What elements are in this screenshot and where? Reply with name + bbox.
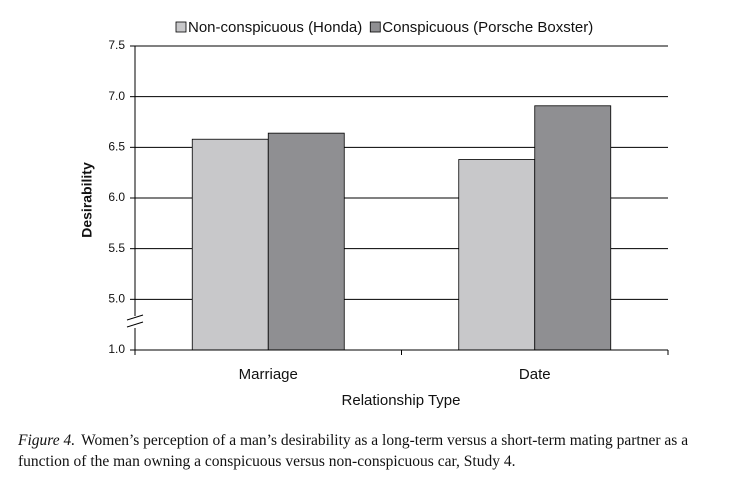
x-tick-label: Marriage bbox=[239, 366, 298, 383]
y-tick-label: 6.5 bbox=[108, 140, 125, 154]
y-tick-label: 7.0 bbox=[108, 89, 125, 103]
caption-text: Women’s perception of a man’s desirabili… bbox=[18, 432, 689, 470]
chart: Non-conspicuous (Honda) Conspicuous (Pors… bbox=[79, 19, 669, 409]
bar bbox=[458, 159, 536, 351]
axis-break bbox=[126, 314, 144, 328]
caption: Figure 4. Women’s perception of a man’s d… bbox=[18, 430, 738, 472]
y-tick-label: 6.0 bbox=[108, 190, 125, 204]
y-tick-label: 5.0 bbox=[108, 292, 125, 306]
bar bbox=[191, 138, 269, 351]
bar bbox=[534, 105, 612, 351]
caption-label: Figure 4. bbox=[18, 432, 76, 449]
legend-label: Conspicuous (Porsche Boxster) bbox=[382, 19, 593, 36]
legend-swatch bbox=[369, 21, 381, 33]
y-tick-label: 7.5 bbox=[108, 38, 125, 52]
legend: Non-conspicuous (Honda) Conspicuous (Pors… bbox=[175, 19, 593, 36]
y-tick-label: 1.0 bbox=[108, 342, 125, 356]
x-tick-label: Date bbox=[519, 366, 551, 383]
legend-swatch bbox=[175, 21, 187, 33]
y-tick-label: 5.5 bbox=[108, 241, 125, 255]
x-axis-label: Relationship Type bbox=[342, 392, 461, 409]
legend-label: Non-conspicuous (Honda) bbox=[188, 19, 362, 36]
y-axis-label: Desirability bbox=[79, 162, 95, 238]
bar bbox=[267, 132, 345, 351]
